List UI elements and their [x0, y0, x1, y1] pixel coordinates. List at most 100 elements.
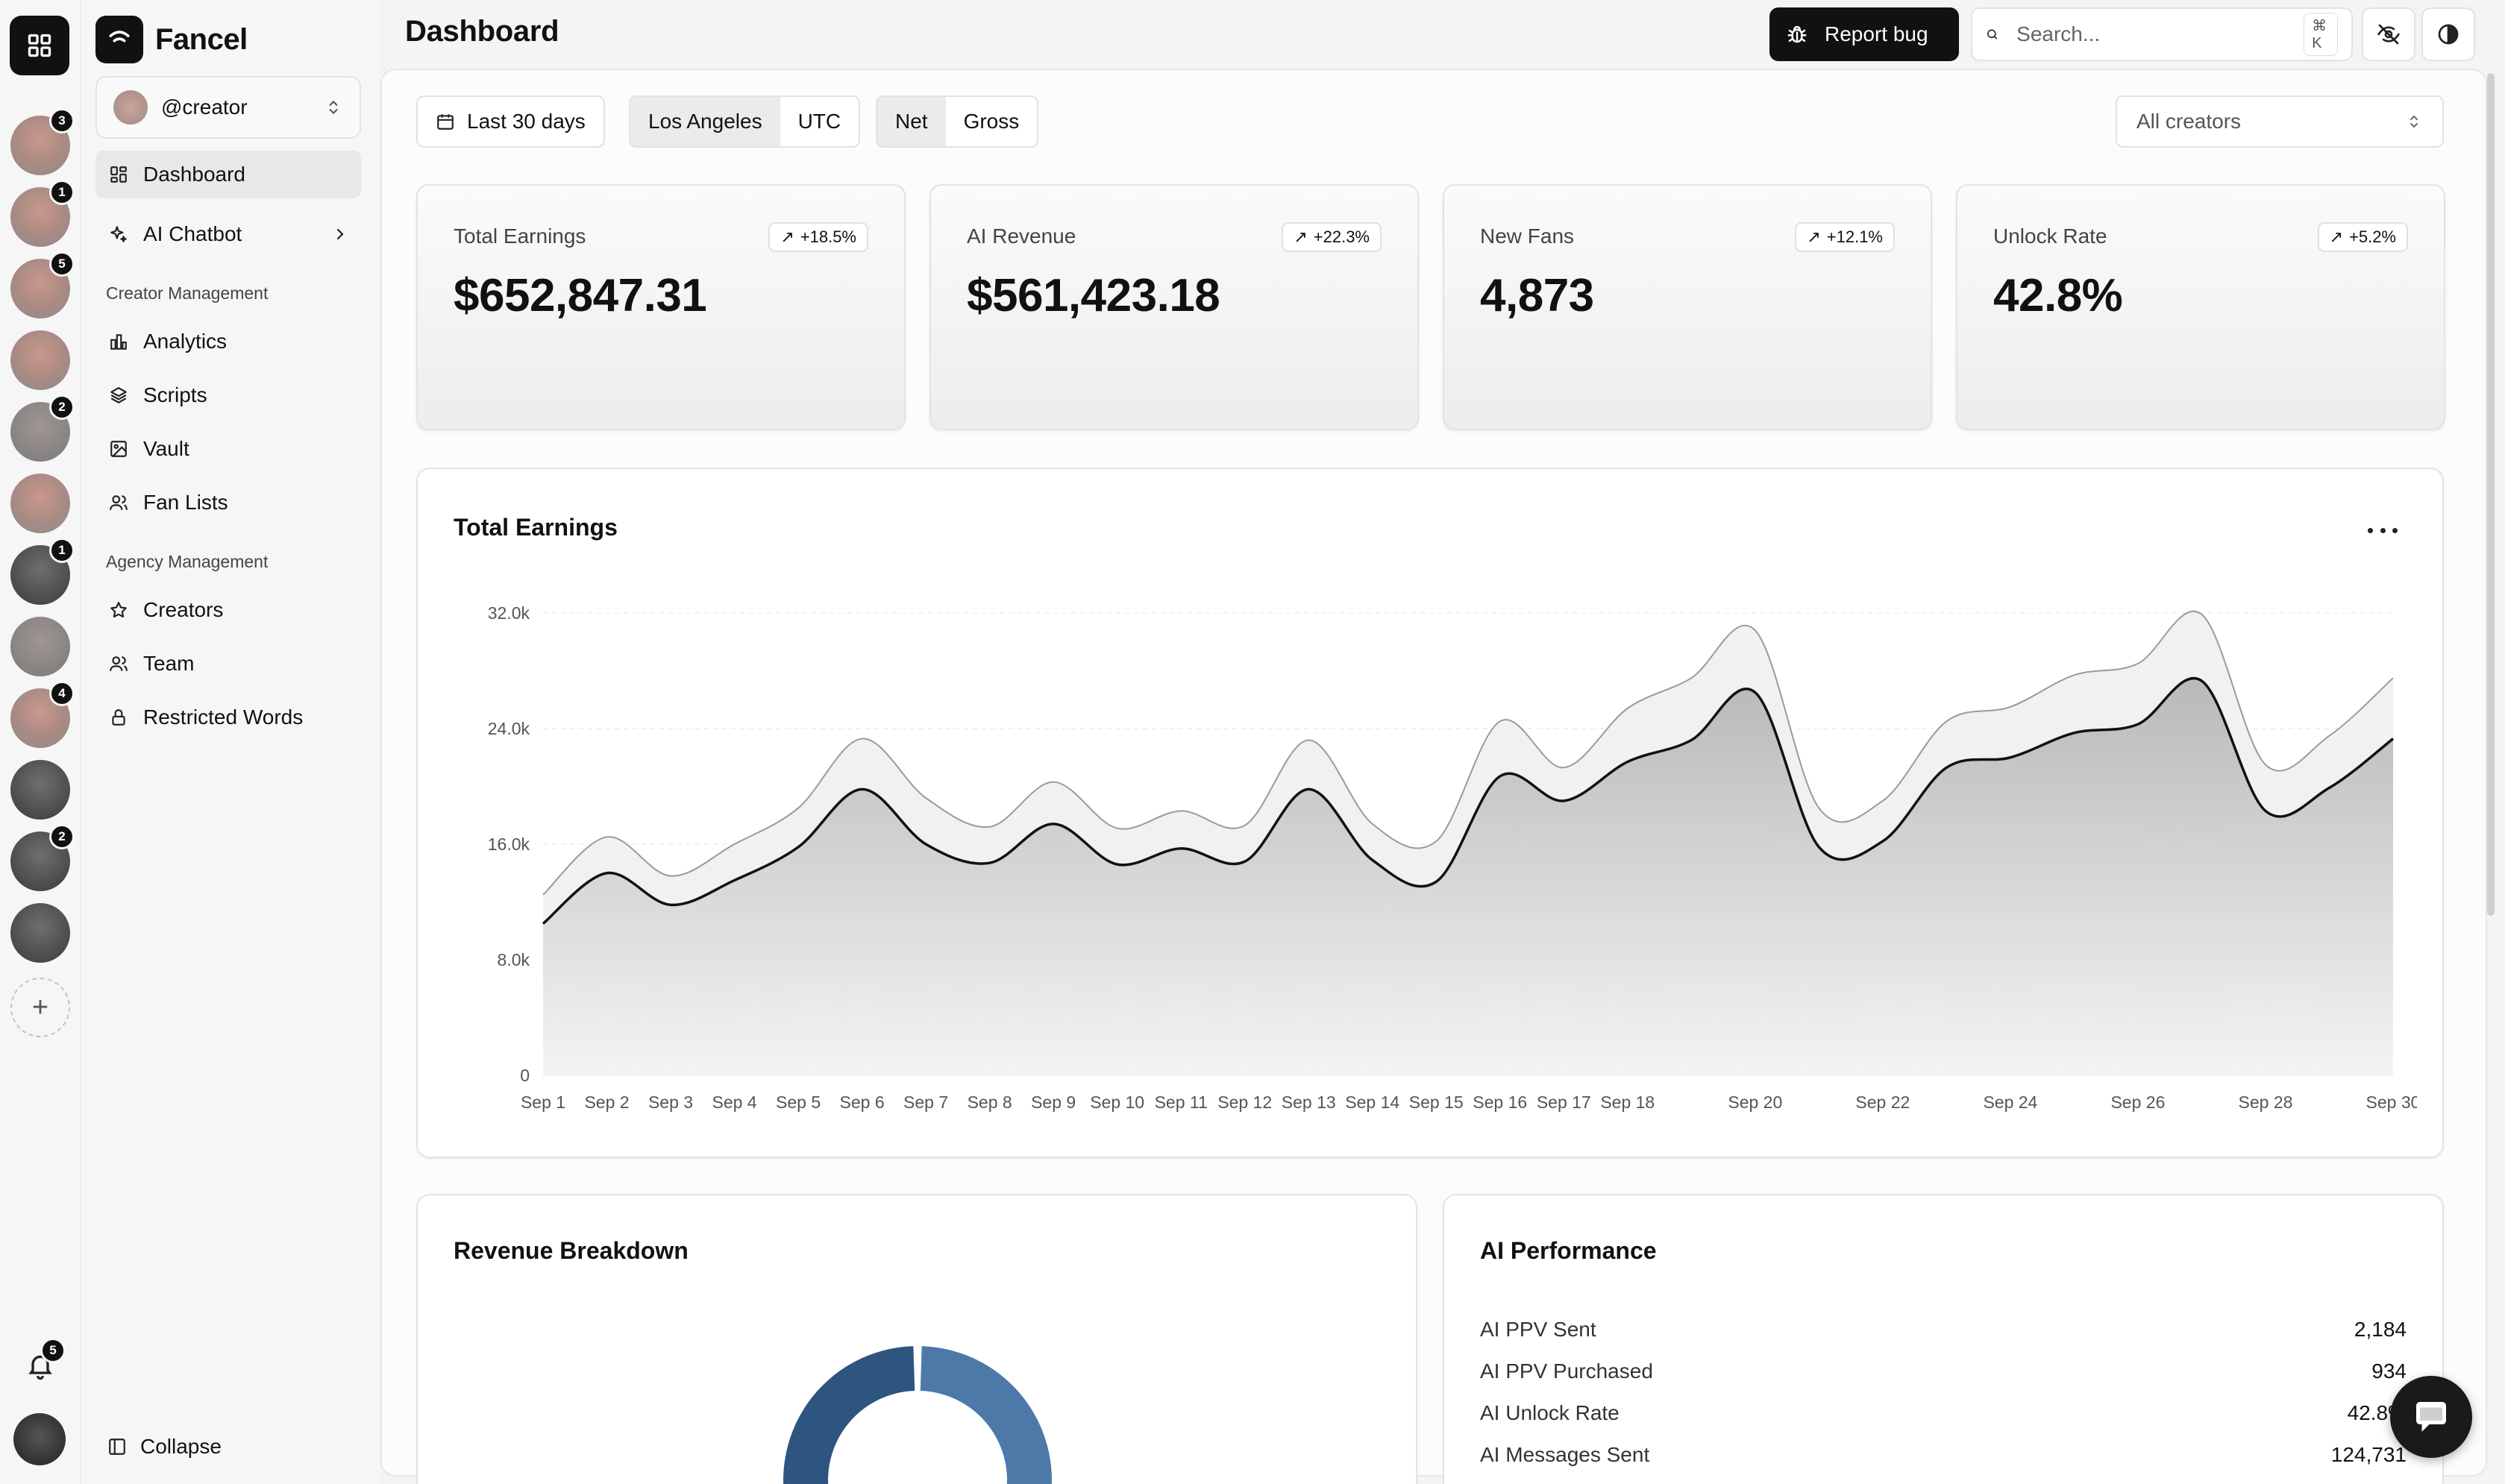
- main-scrollbar[interactable]: [2487, 73, 2495, 916]
- metric-value: 124,731: [2330, 1443, 2407, 1466]
- nav-fan-lists[interactable]: Fan Lists: [95, 479, 361, 526]
- creator-avatar[interactable]: [10, 330, 70, 390]
- x-tick-label: Sep 26: [2110, 1092, 2165, 1112]
- net-gross-toggle: Net Gross: [876, 95, 1039, 148]
- metric-label: AI PPV Sent: [1480, 1318, 1596, 1341]
- search-box[interactable]: ⌘ K: [1971, 7, 2353, 61]
- bar-chart-icon: [107, 330, 130, 353]
- creator-avatar[interactable]: [10, 474, 70, 533]
- nav-label: AI Chatbot: [143, 222, 242, 245]
- eye-off-icon: [2377, 24, 2400, 45]
- user-avatar[interactable]: [13, 1413, 66, 1465]
- unread-count-badge: 2: [49, 394, 75, 420]
- metric-value: 934: [2371, 1359, 2407, 1383]
- x-tick-label: Sep 16: [1473, 1092, 1527, 1112]
- mode-option-net[interactable]: Net: [877, 97, 946, 146]
- x-tick-label: Sep 6: [840, 1092, 885, 1112]
- trend-badge: ↗ +12.1%: [1795, 222, 1895, 252]
- x-tick-label: Sep 28: [2239, 1092, 2293, 1112]
- stat-card-total-earnings: Total Earnings ↗ +18.5% $652,847.31: [416, 184, 906, 430]
- x-tick-label: Sep 14: [1345, 1092, 1399, 1112]
- creator-avatar[interactable]: [10, 617, 70, 676]
- y-tick-label: 32.0k: [488, 603, 530, 623]
- section-label-creator-management: Creator Management: [106, 283, 269, 303]
- grid-icon: [28, 34, 51, 57]
- section-label-agency-management: Agency Management: [106, 552, 269, 571]
- nav-label: Creators: [143, 598, 224, 621]
- chat-bubble-icon: [2416, 1402, 2446, 1432]
- nav-label: Scripts: [143, 383, 207, 406]
- date-range-button[interactable]: Last 30 days: [416, 95, 605, 148]
- unread-count-badge: 5: [49, 251, 75, 277]
- apps-grid-button[interactable]: [10, 16, 69, 75]
- notification-count-badge: 5: [40, 1338, 66, 1363]
- dot: [2380, 527, 2386, 533]
- support-chat-button[interactable]: [2390, 1376, 2472, 1458]
- x-tick-label: Sep 24: [1983, 1092, 2037, 1112]
- nav-dashboard[interactable]: Dashboard: [95, 151, 361, 198]
- report-bug-button[interactable]: Report bug: [1769, 7, 1959, 61]
- nav-vault[interactable]: Vault: [95, 425, 361, 473]
- search-icon: [1987, 29, 1998, 40]
- trend-value: +18.5%: [800, 227, 856, 246]
- users-icon: [107, 491, 130, 514]
- trend-badge: ↗ +22.3%: [1282, 222, 1382, 252]
- metric-label: AI PPV Purchased: [1480, 1359, 1653, 1383]
- card-title: AI Performance: [1480, 1237, 1657, 1264]
- nav-label: Vault: [143, 437, 189, 460]
- mode-option-gross[interactable]: Gross: [963, 110, 1020, 133]
- x-tick-label: Sep 13: [1282, 1092, 1336, 1112]
- more-options-button[interactable]: [2368, 523, 2398, 538]
- x-tick-label: Sep 8: [968, 1092, 1012, 1112]
- creator-select-value: All creators: [2136, 110, 2242, 133]
- layers-icon: [107, 384, 130, 406]
- dashboard-icon: [107, 163, 130, 186]
- timezone-option-utc[interactable]: UTC: [797, 110, 841, 133]
- trend-value: +5.2%: [2349, 227, 2396, 246]
- x-tick-label: Sep 9: [1031, 1092, 1076, 1112]
- nav-ai-chatbot[interactable]: AI Chatbot: [95, 210, 361, 258]
- trend-value: +22.3%: [1313, 227, 1370, 246]
- nav-label: Fan Lists: [143, 491, 228, 514]
- timezone-option-los-angeles[interactable]: Los Angeles: [630, 97, 780, 146]
- creator-select[interactable]: All creators: [2116, 95, 2444, 148]
- app-name: Fancel: [155, 22, 248, 56]
- x-tick-label: Sep 5: [776, 1092, 821, 1112]
- stat-label: Total Earnings: [454, 224, 586, 248]
- nav-restricted-words[interactable]: Restricted Words: [95, 694, 361, 741]
- trend-up-icon: ↗: [1807, 227, 1821, 246]
- creator-rail: 3 1 5 2 1 4 2 + 5: [0, 0, 81, 1484]
- x-tick-label: Sep 22: [1855, 1092, 1910, 1112]
- sidebar: Fancel @creator Dashboard AI Chatbot Cre…: [81, 0, 379, 1484]
- metric-row: AI Messages Sent 124,731: [1480, 1443, 2407, 1467]
- collapse-sidebar-button[interactable]: Collapse: [107, 1435, 222, 1459]
- x-tick-label: Sep 30: [2366, 1092, 2417, 1112]
- metric-row: AI PPV Purchased 934: [1480, 1359, 2407, 1383]
- unread-count-badge: 1: [49, 538, 75, 563]
- account-switcher[interactable]: @creator: [95, 76, 361, 139]
- dot: [2392, 527, 2398, 533]
- metric-value: 2,184: [2354, 1318, 2407, 1341]
- x-tick-label: Sep 11: [1155, 1092, 1208, 1112]
- stat-label: New Fans: [1480, 224, 1575, 248]
- sidebar-panel-icon: [109, 1439, 125, 1455]
- x-tick-label: Sep 2: [584, 1092, 629, 1112]
- nav-creators[interactable]: Creators: [95, 586, 361, 634]
- nav-label: Analytics: [143, 330, 228, 353]
- hide-values-button[interactable]: [2362, 7, 2415, 61]
- x-tick-label: Sep 17: [1537, 1092, 1591, 1112]
- unread-count-badge: 3: [49, 108, 75, 133]
- nav-team[interactable]: Team: [95, 640, 361, 688]
- add-creator-button[interactable]: +: [10, 978, 70, 1037]
- creator-avatar[interactable]: [10, 760, 70, 820]
- creator-avatar[interactable]: [10, 903, 70, 963]
- nav-analytics[interactable]: Analytics: [95, 318, 361, 365]
- x-tick-label: Sep 3: [648, 1092, 693, 1112]
- nav-scripts[interactable]: Scripts: [95, 371, 361, 419]
- search-input[interactable]: [2016, 22, 2286, 46]
- series-upper-line: [542, 610, 2394, 896]
- timezone-toggle: Los Angeles UTC: [629, 95, 861, 148]
- theme-toggle-button[interactable]: [2421, 7, 2475, 61]
- x-tick-label: Sep 4: [712, 1092, 756, 1112]
- chevron-up-down-icon: [329, 100, 338, 115]
